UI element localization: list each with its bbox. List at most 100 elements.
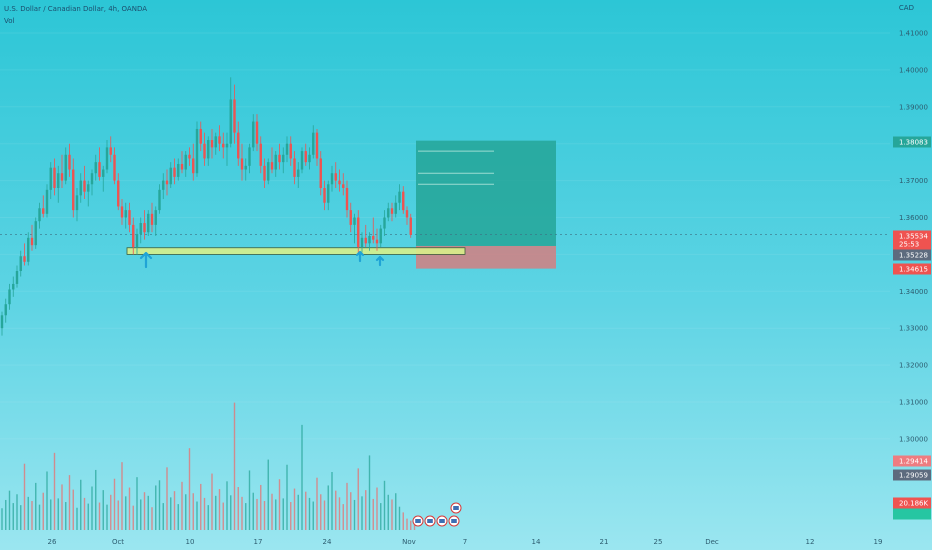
event-marker-flag: [427, 519, 433, 523]
event-marker-flag: [415, 519, 421, 523]
candle-body: [387, 208, 390, 218]
volume-bar: [252, 492, 254, 530]
volume-bar: [233, 402, 236, 530]
candle-body: [218, 136, 221, 144]
x-tick-label: Oct: [112, 538, 124, 546]
x-tick-label: 14: [532, 538, 541, 546]
volume-bar: [166, 467, 168, 530]
x-tick-label: 21: [600, 538, 609, 546]
volume-bar: [312, 501, 314, 530]
candle-body: [169, 167, 172, 185]
candle-body: [57, 173, 60, 188]
price-tag: [893, 508, 931, 520]
volume-bar: [158, 480, 161, 530]
volume-bar: [350, 492, 352, 530]
candle-body: [53, 167, 56, 188]
candle-body: [49, 167, 52, 190]
volume-bar: [286, 464, 288, 530]
volume-bar: [192, 493, 194, 530]
event-markers[interactable]: [412, 502, 462, 527]
candle-body: [192, 158, 195, 174]
drawings-front: [139, 250, 385, 269]
volume-bar: [151, 507, 153, 530]
volume-bar: [361, 496, 363, 530]
candle-body: [353, 217, 356, 225]
volume-bar: [263, 501, 266, 530]
candle-body: [90, 173, 94, 185]
candle-body: [75, 195, 79, 211]
volume-bar: [95, 469, 97, 530]
volume-bar: [173, 491, 176, 530]
volume-bar: [320, 494, 322, 530]
volume-bar: [35, 482, 37, 530]
volume-bar: [207, 505, 209, 530]
volume-bar: [132, 505, 134, 530]
volume-bar: [177, 504, 179, 530]
y-tick-label: 1.32000: [899, 362, 928, 370]
volume-bar: [8, 490, 11, 530]
price-tag-label: 1.38083: [899, 139, 928, 147]
volume-bar: [110, 494, 112, 530]
candle-body: [199, 128, 202, 144]
candle-body: [285, 143, 289, 155]
volume-bar: [406, 518, 408, 530]
candle-body: [368, 235, 371, 244]
volume-bar: [402, 512, 404, 530]
candle-body: [113, 154, 116, 181]
candle-body: [79, 180, 82, 196]
volume-bar: [305, 491, 307, 530]
candle-body: [124, 210, 127, 218]
candle-body: [42, 208, 45, 214]
candle-body: [300, 151, 304, 170]
volume-label: Vol: [4, 17, 15, 25]
candle-body: [405, 210, 409, 218]
volume-bar: [267, 459, 269, 530]
volume-bar: [297, 494, 299, 530]
candle-body: [394, 202, 397, 214]
candle-body: [162, 180, 165, 190]
price-tag-label: 1.29059: [899, 472, 928, 480]
volume-bar: [226, 481, 228, 530]
x-tick-label: 24: [323, 538, 332, 546]
candle-body: [323, 187, 326, 203]
price-tag-label: 1.35534: [899, 233, 928, 241]
volume-bar: [147, 495, 149, 530]
price-tag: [893, 455, 931, 467]
candle-body: [225, 143, 229, 148]
candle-body: [173, 167, 176, 177]
candle-body: [68, 154, 71, 170]
volume-bar: [342, 504, 344, 530]
candle-body: [334, 173, 337, 181]
candle-body: [34, 221, 37, 246]
volume-bar: [31, 501, 33, 530]
event-marker-icon: [424, 515, 436, 527]
volume-bar: [323, 500, 326, 530]
x-tick-label: 7: [463, 538, 467, 546]
candle-body: [8, 289, 11, 305]
candle-body: [188, 154, 191, 159]
volume-bar: [260, 484, 262, 530]
volume-bar: [380, 503, 382, 530]
candle-body: [203, 143, 206, 159]
price-tag: [893, 238, 931, 250]
candle-body: [398, 191, 401, 203]
event-marker-flag: [453, 506, 459, 510]
price-tag: [893, 497, 931, 509]
volume-bar: [106, 504, 108, 530]
volume-bar: [395, 493, 397, 530]
y-tick-label: 1.31000: [899, 399, 928, 407]
candle-body: [259, 143, 262, 166]
volume-bar: [12, 503, 14, 530]
candle-body: [278, 154, 281, 163]
candle-body: [345, 187, 349, 211]
candle-body: [297, 169, 300, 177]
price-tag-label: 20.186K: [899, 500, 928, 508]
price-tag: [893, 263, 931, 275]
volume-bar: [368, 455, 371, 530]
candle-body: [15, 271, 19, 284]
event-marker-icon: [412, 515, 424, 527]
time-axis[interactable]: 26 Oct 10 17 24 Nov 7 14 21 25 Dec 12 19: [48, 538, 883, 546]
candle-body: [229, 99, 232, 144]
